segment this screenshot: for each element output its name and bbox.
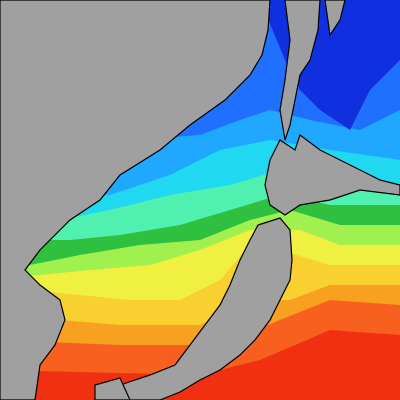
coast-north [324,0,346,37]
honshu [119,217,293,400]
hokkaido [264,134,400,216]
mainland-asia [0,0,271,400]
kyushu [94,377,131,400]
sakhalin [279,0,321,141]
